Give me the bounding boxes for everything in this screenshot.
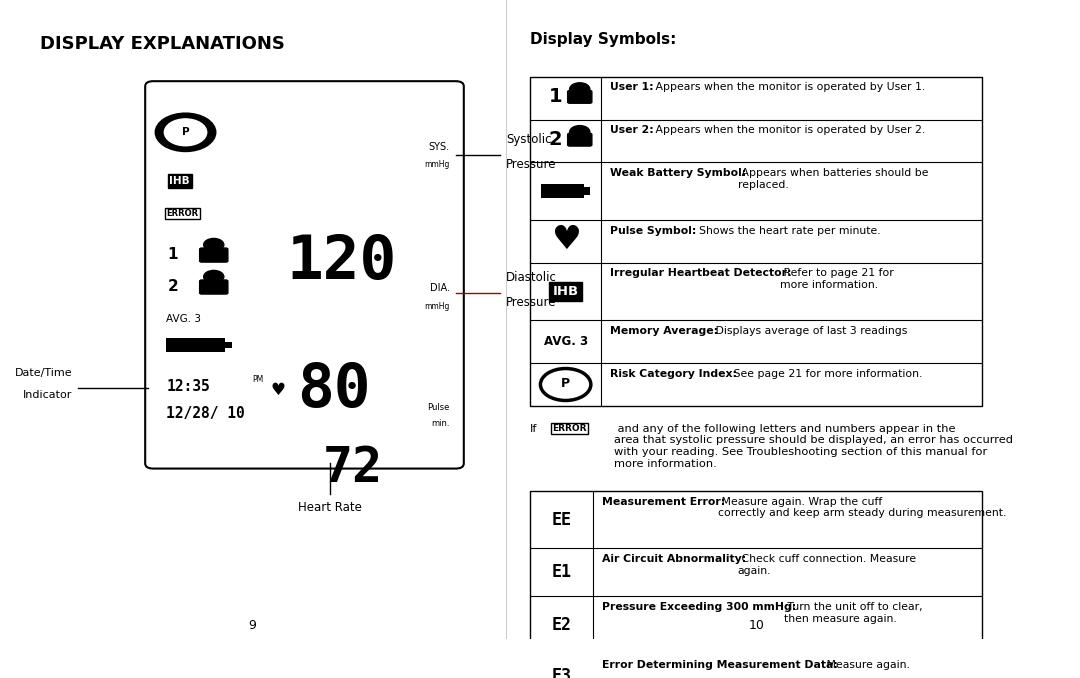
Text: ♥: ♥	[551, 223, 581, 256]
Text: Turn the unit off to clear,
then measure again.: Turn the unit off to clear, then measure…	[784, 602, 923, 624]
Circle shape	[569, 83, 590, 96]
Bar	[166, 338, 225, 353]
Text: 1: 1	[167, 247, 178, 262]
Text: P: P	[562, 378, 570, 391]
Bar	[584, 187, 590, 195]
Bar	[530, 491, 982, 678]
Text: SYS.: SYS.	[429, 142, 449, 152]
Text: Memory Average:: Memory Average:	[610, 326, 718, 336]
Text: DIA.: DIA.	[430, 283, 449, 293]
Text: EE: EE	[552, 511, 571, 529]
Bar	[530, 77, 982, 406]
Text: 72: 72	[323, 444, 383, 492]
Text: Measure again. Wrap the cuff
correctly and keep arm steady during measurement.: Measure again. Wrap the cuff correctly a…	[718, 497, 1007, 518]
Text: DISPLAY EXPLANATIONS: DISPLAY EXPLANATIONS	[40, 35, 285, 53]
Text: E1: E1	[552, 563, 571, 582]
Text: Weak Battery Symbol:: Weak Battery Symbol:	[610, 168, 746, 178]
Text: 1: 1	[549, 87, 563, 106]
Text: Shows the heart rate per minute.: Shows the heart rate per minute.	[691, 226, 880, 236]
Text: min.: min.	[431, 419, 449, 428]
Text: ERROR: ERROR	[553, 424, 588, 433]
Text: Pressure Exceeding 300 mmHg:: Pressure Exceeding 300 mmHg:	[602, 602, 796, 612]
Text: 2: 2	[549, 130, 563, 149]
Circle shape	[204, 271, 224, 283]
Text: See page 21 for more information.: See page 21 for more information.	[730, 369, 922, 379]
FancyBboxPatch shape	[200, 280, 228, 294]
Text: E2: E2	[552, 616, 571, 634]
Text: mmHg: mmHg	[424, 161, 449, 170]
Text: User 2:: User 2:	[610, 125, 653, 136]
Text: 80: 80	[297, 361, 370, 420]
Text: User 1:: User 1:	[610, 83, 653, 92]
Circle shape	[164, 119, 206, 146]
Text: P: P	[181, 127, 189, 137]
Text: Diastolic: Diastolic	[507, 271, 557, 285]
Text: Indicator: Indicator	[24, 390, 72, 400]
Text: 2: 2	[167, 279, 178, 294]
Text: Pressure: Pressure	[507, 296, 556, 309]
Text: AVG. 3: AVG. 3	[543, 335, 588, 348]
Text: 10: 10	[748, 619, 765, 632]
Text: Date/Time: Date/Time	[15, 367, 72, 378]
Text: IHB: IHB	[553, 285, 579, 298]
Text: Pulse: Pulse	[428, 403, 449, 412]
Text: Risk Category Index:: Risk Category Index:	[610, 369, 737, 379]
Text: mmHg: mmHg	[424, 302, 449, 311]
Text: If: If	[530, 424, 538, 434]
Text: Appears when batteries should be
replaced.: Appears when batteries should be replace…	[739, 168, 929, 190]
Text: Pulse Symbol:: Pulse Symbol:	[610, 226, 697, 236]
FancyBboxPatch shape	[568, 134, 592, 146]
FancyBboxPatch shape	[145, 81, 463, 468]
Text: Appears when the monitor is operated by User 2.: Appears when the monitor is operated by …	[652, 125, 926, 136]
Bar	[541, 184, 584, 198]
Text: Displays average of last 3 readings: Displays average of last 3 readings	[712, 326, 907, 336]
Bar	[225, 342, 232, 348]
Text: ♥: ♥	[270, 381, 285, 399]
Text: E3: E3	[552, 666, 571, 678]
Text: Measure again.: Measure again.	[823, 660, 910, 670]
Text: Heart Rate: Heart Rate	[298, 500, 362, 513]
Text: 120: 120	[286, 233, 396, 292]
Text: Display Symbols:: Display Symbols:	[530, 32, 677, 47]
Text: Refer to page 21 for
more information.: Refer to page 21 for more information.	[781, 268, 894, 290]
Text: 9: 9	[248, 619, 256, 632]
Text: and any of the following letters and numbers appear in the
area that systolic pr: and any of the following letters and num…	[615, 424, 1013, 468]
Text: Irregular Heartbeat Detector:: Irregular Heartbeat Detector:	[610, 268, 792, 279]
Circle shape	[569, 125, 590, 138]
Text: 12/28/ 10: 12/28/ 10	[166, 406, 245, 421]
Text: IHB: IHB	[170, 176, 190, 186]
Circle shape	[156, 113, 216, 151]
Text: Error Determining Measurement Data:: Error Determining Measurement Data:	[602, 660, 838, 670]
Text: Appears when the monitor is operated by User 1.: Appears when the monitor is operated by …	[651, 83, 924, 92]
Circle shape	[204, 239, 224, 252]
FancyBboxPatch shape	[200, 248, 228, 262]
Text: Systolic: Systolic	[507, 134, 552, 146]
Text: ERROR: ERROR	[166, 209, 199, 218]
FancyBboxPatch shape	[568, 90, 592, 103]
Text: Pressure: Pressure	[507, 158, 556, 171]
Text: Check cuff connection. Measure
again.: Check cuff connection. Measure again.	[738, 554, 916, 576]
Text: Measurement Error:: Measurement Error:	[602, 497, 725, 506]
Text: AVG. 3: AVG. 3	[166, 314, 201, 324]
Text: PM: PM	[252, 375, 264, 384]
Text: Air Circuit Abnormality:: Air Circuit Abnormality:	[602, 554, 746, 564]
Text: 12:35: 12:35	[166, 379, 211, 394]
